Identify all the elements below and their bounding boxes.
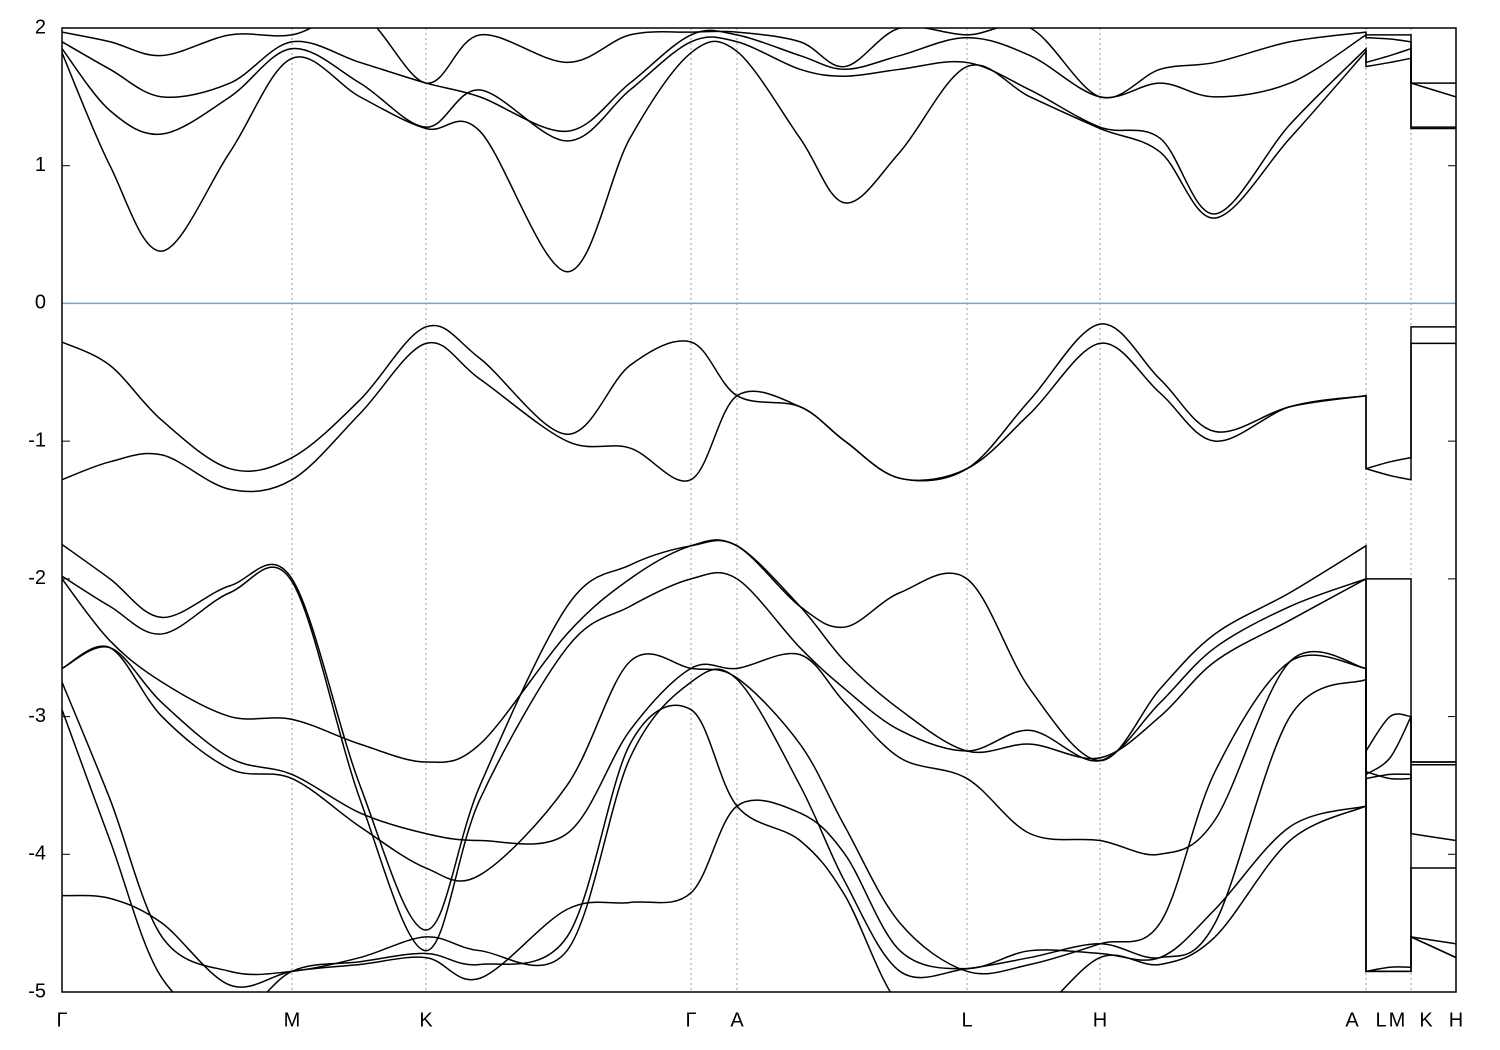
bands: [62, 28, 1456, 992]
band-line: [62, 646, 1456, 856]
band-line: [62, 668, 1456, 979]
band-line: [62, 28, 1456, 99]
x-tick-label: A: [1345, 1009, 1359, 1031]
x-tick-label: A: [730, 1009, 744, 1031]
band-line: [62, 645, 1456, 975]
x-tick-label: L: [1375, 1009, 1386, 1031]
x-tick-label: K: [1419, 1009, 1433, 1031]
y-tick-label: -1: [28, 429, 46, 451]
plot-frame: [61, 27, 1457, 993]
band-line: [62, 36, 1456, 215]
band-line: [62, 539, 1456, 780]
band-line: [62, 29, 1456, 133]
y-tick-label: -3: [28, 705, 46, 727]
x-tick-label: H: [1449, 1009, 1463, 1031]
band-line: [62, 799, 1456, 988]
x-tick-label: Γ: [56, 1009, 67, 1031]
band-line: [62, 40, 1456, 273]
x-tick-label: K: [419, 1009, 433, 1031]
y-tick-label: -5: [28, 980, 46, 1002]
band-line: [62, 539, 1456, 931]
y-tick-label: -2: [28, 567, 46, 589]
band-line: [62, 341, 1456, 493]
x-tick-label: Γ: [685, 1009, 696, 1031]
band-line: [62, 704, 1456, 992]
y-tick-label: 0: [35, 292, 46, 314]
y-tick-label: 2: [35, 16, 46, 38]
x-tick-label: H: [1093, 1009, 1107, 1031]
y-tick-label: -4: [28, 843, 46, 865]
x-tick-label: M: [1389, 1009, 1406, 1031]
x-tick-label: M: [284, 1009, 301, 1031]
y-tick-label: 1: [35, 154, 46, 176]
band-line: [62, 566, 1456, 952]
x-tick-label: L: [961, 1009, 972, 1031]
